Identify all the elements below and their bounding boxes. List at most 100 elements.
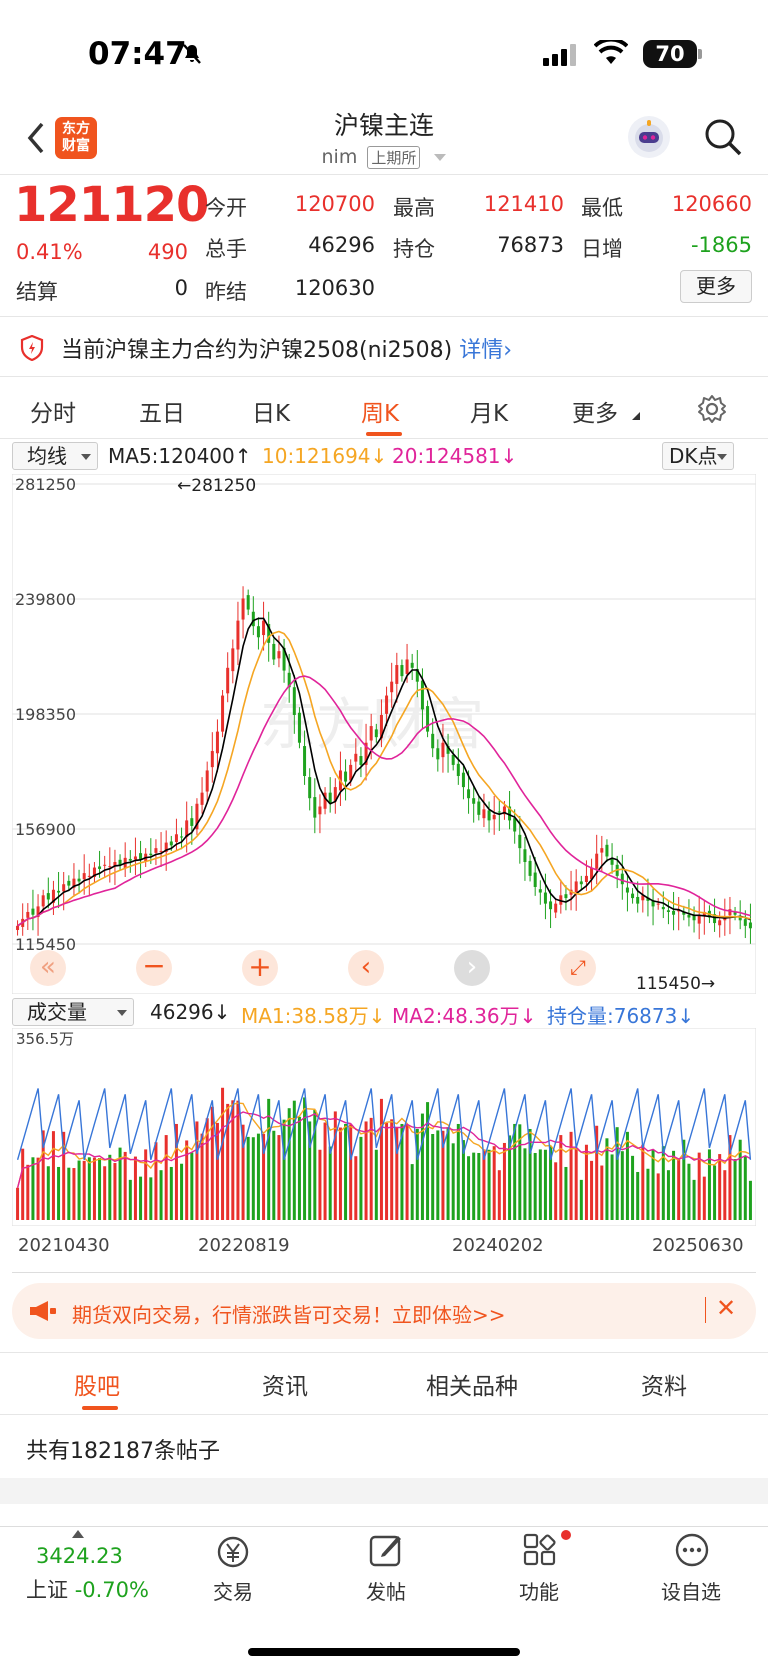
volume-bar (533, 1152, 537, 1220)
divider (12, 1272, 756, 1273)
volume-bar (123, 1151, 127, 1220)
volume-label: 总手 (205, 237, 247, 261)
nav-functions[interactable]: 功能 (519, 1580, 559, 1604)
notice-detail-link[interactable]: 详情› (459, 338, 513, 363)
nav-trade[interactable]: 交易 (213, 1580, 253, 1604)
candle-body (415, 668, 419, 682)
volume-bar (246, 1136, 250, 1220)
add-watchlist-icon[interactable] (674, 1532, 710, 1568)
volume-bar (369, 1117, 373, 1220)
candle-body (651, 900, 655, 907)
functions-grid-icon[interactable] (522, 1532, 558, 1568)
search-icon[interactable] (703, 117, 743, 157)
contract-switcher[interactable]: nim 上期所 (0, 146, 768, 169)
tab-daily-k[interactable]: 日K (252, 401, 291, 427)
candle-body (528, 860, 532, 876)
volume-bar (564, 1166, 568, 1220)
volume-bar (318, 1149, 322, 1220)
volume-bar (395, 1127, 399, 1220)
index-name: 上证 (26, 1578, 68, 1602)
volume-bar (400, 1123, 404, 1220)
nav-post[interactable]: 发帖 (366, 1580, 406, 1604)
candle-body (297, 712, 301, 743)
scroll-right-button[interactable]: › (454, 950, 490, 986)
change-value: 490 (147, 240, 188, 264)
volume-bar (190, 1152, 194, 1220)
zoom-in-button[interactable]: + (242, 950, 278, 986)
index-ticker[interactable]: 上证 -0.70% (26, 1574, 149, 1604)
volume-bar (738, 1139, 742, 1220)
volume-bar (108, 1154, 112, 1220)
indicator-selector[interactable]: 均线 (12, 442, 98, 470)
candle-body (631, 893, 635, 899)
volume-value: 46296 (308, 233, 375, 257)
last-price: 121120 (14, 177, 209, 233)
volume-bar (180, 1163, 184, 1220)
volume-bar (154, 1142, 158, 1220)
volume-chart[interactable]: 356.5万 (12, 1028, 756, 1226)
more-quote-button[interactable]: 更多 (680, 270, 752, 303)
main-contract-notice[interactable]: 当前沪镍主力合约为沪镍2508(ni2508) 详情› (20, 332, 512, 364)
candle-body (87, 875, 91, 877)
assistant-robot-icon[interactable] (628, 116, 670, 158)
volume-bar (113, 1163, 117, 1220)
volume-bar (77, 1160, 81, 1220)
oi-value: 76873 (497, 233, 564, 257)
candle-body (369, 726, 373, 741)
scroll-left-button[interactable]: ‹ (348, 950, 384, 986)
volume-bar (241, 1124, 245, 1220)
candle-body (492, 814, 496, 820)
tab-forum[interactable]: 股吧 (74, 1374, 120, 1400)
tab-intraday[interactable]: 分时 (30, 401, 76, 427)
candle-body (67, 880, 71, 886)
volume-bar (661, 1146, 665, 1220)
settings-gear-icon[interactable] (697, 394, 727, 424)
volume-bar (98, 1158, 102, 1220)
volume-bar (410, 1164, 414, 1220)
volume-bar (374, 1149, 378, 1220)
candle-body (103, 864, 107, 866)
tab-related[interactable]: 相关品种 (426, 1374, 518, 1400)
dk-point-selector[interactable]: DK点 (662, 442, 734, 470)
volume-bar (344, 1123, 348, 1220)
volume-bar (226, 1103, 230, 1220)
candle-body (92, 867, 96, 877)
volume-indicator-selector[interactable]: 成交量 (12, 998, 134, 1026)
prev-settle-value: 120630 (294, 276, 375, 300)
candle-body (359, 756, 363, 765)
open-interest-line (16, 1088, 752, 1160)
volume-bar (118, 1147, 122, 1220)
candle-body (410, 662, 414, 668)
promo-banner[interactable] (12, 1283, 756, 1339)
nav-watchlist[interactable]: 设自选 (661, 1580, 721, 1604)
scroll-left-fast-button[interactable]: « (30, 950, 66, 986)
tab-more[interactable]: 更多 (572, 401, 618, 427)
back-arrow-icon[interactable] (22, 118, 52, 158)
candle-body (133, 856, 137, 860)
tab-weekly-k[interactable]: 周K (361, 401, 400, 427)
index-value[interactable]: 3424.23 (36, 1544, 123, 1568)
candle-body (513, 818, 517, 832)
zoom-out-button[interactable]: − (136, 950, 172, 986)
candle-body (139, 853, 143, 860)
tab-news[interactable]: 资讯 (262, 1374, 308, 1400)
compose-post-icon[interactable] (368, 1532, 404, 1568)
candle-body (282, 647, 286, 671)
close-icon[interactable]: ✕ (716, 1294, 737, 1322)
cellular-signal-icon (543, 44, 579, 66)
volume-bar (518, 1124, 522, 1220)
tab-profile[interactable]: 资料 (641, 1374, 687, 1400)
volume-bar (477, 1152, 481, 1220)
candle-body (77, 878, 81, 882)
trade-yen-icon[interactable] (214, 1534, 252, 1570)
fullscreen-button[interactable]: ⤢ (560, 950, 596, 986)
tab-five-day[interactable]: 五日 (139, 401, 185, 427)
candle-body (446, 746, 450, 754)
volume-bar (646, 1168, 650, 1220)
tab-monthly-k[interactable]: 月K (470, 401, 509, 427)
volume-bar (697, 1152, 701, 1220)
candle-body (584, 875, 588, 882)
ma10-line (17, 630, 751, 927)
candle-body (487, 810, 491, 821)
